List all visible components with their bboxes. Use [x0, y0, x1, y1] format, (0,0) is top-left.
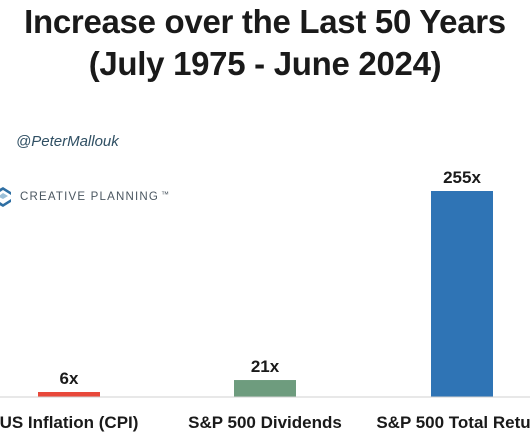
category-label-3: S&P 500 Total Return — [376, 413, 530, 432]
data-label-2: 21x — [251, 357, 280, 376]
bar-2 — [234, 380, 296, 397]
category-label-2: S&P 500 Dividends — [188, 413, 342, 432]
brand-trademark: ™ — [161, 189, 171, 199]
data-label-1: 6x — [60, 369, 79, 388]
bar-3 — [431, 191, 493, 397]
data-label-3: 255x — [443, 168, 481, 187]
chart-subtitle: (July 1975 - June 2024) — [88, 45, 442, 82]
bar-1 — [38, 392, 100, 397]
creative-planning-logo-icon — [0, 187, 11, 207]
chart-title: Increase over the Last 50 Years — [24, 3, 506, 40]
brand-logo: CREATIVE PLANNING ™ — [0, 186, 170, 208]
brand-name: CREATIVE PLANNING — [20, 191, 160, 203]
category-label-1: US Inflation (CPI) — [0, 413, 138, 432]
twitter-handle: @PeterMallouk — [16, 133, 119, 150]
